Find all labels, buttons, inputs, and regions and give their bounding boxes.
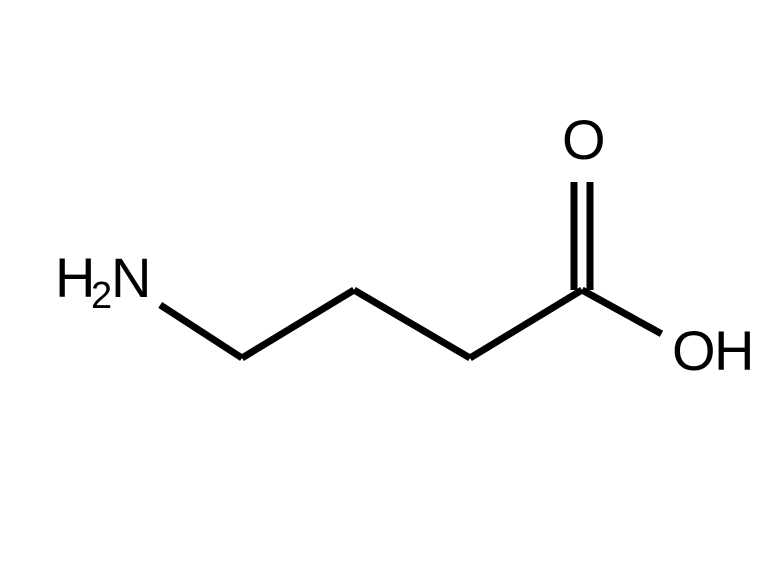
bond-line [582, 290, 661, 334]
bond-line [470, 290, 582, 358]
bond-line [354, 290, 470, 358]
atom-label: O [672, 319, 716, 382]
bond-line [242, 290, 354, 358]
atom-label: H [55, 246, 95, 309]
atom-label: O [562, 108, 606, 171]
atom-label: N [111, 246, 151, 309]
atom-label: H [714, 319, 754, 382]
molecule-diagram: H2NOOH [0, 0, 758, 562]
bond-line [160, 305, 242, 358]
atom-label: 2 [91, 275, 112, 317]
